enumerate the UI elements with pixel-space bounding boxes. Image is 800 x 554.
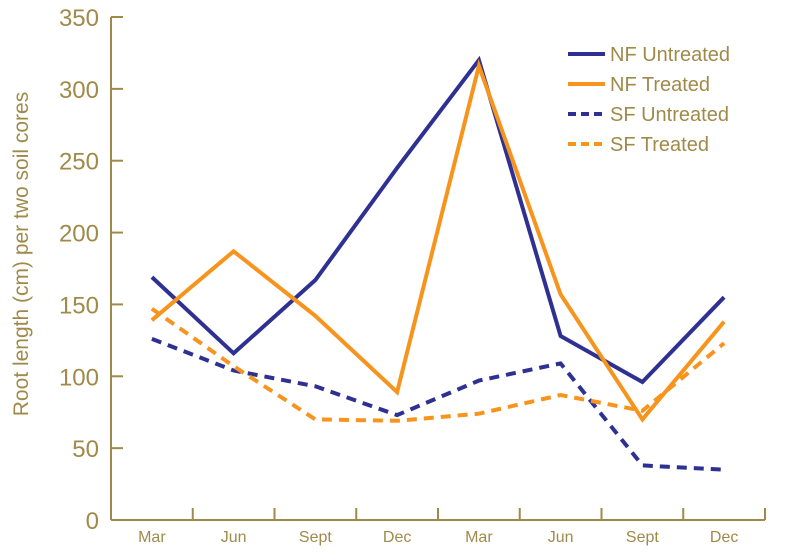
series-line-nf-untreated [150,55,726,385]
legend-label: SF Treated [610,134,709,156]
y-tick-label: 150 [59,292,99,319]
x-tick-label: Mar [138,529,166,546]
y-axis-ticks: 0 50 100 150 200 250 300 350 [59,5,123,535]
x-tick-label: Jun [221,529,247,546]
x-axis-ticks: Mar Jun Sept Dec Mar Jun Sept Dec [138,508,766,546]
legend: NF Untreated NF Treated SF Untreated SF Tre… [568,44,730,156]
y-tick-label: 300 [59,77,99,104]
x-tick-label: Mar [465,529,493,546]
x-tick-label: Sept [626,529,659,546]
legend-label: SF Untreated [610,104,729,126]
y-tick-label: 350 [59,5,99,32]
series-lines [150,55,726,472]
y-tick-label: 100 [59,364,99,391]
series-line-sf-untreated [151,337,725,472]
y-tick-label: 200 [59,221,99,248]
y-tick-label: 50 [72,436,99,463]
legend-label: NF Treated [610,74,710,96]
x-tick-label: Dec [710,529,738,546]
y-axis-label: Root length (cm) per two soil cores [10,92,33,416]
x-tick-label: Jun [548,529,574,546]
x-tick-label: Dec [383,529,411,546]
series-line-sf-treated [150,307,726,423]
legend-label: NF Untreated [610,44,730,66]
y-tick-label: 0 [86,508,99,535]
y-tick-label: 250 [59,149,99,176]
x-tick-label: Sept [299,529,332,546]
series-line-nf-treated [150,59,726,423]
